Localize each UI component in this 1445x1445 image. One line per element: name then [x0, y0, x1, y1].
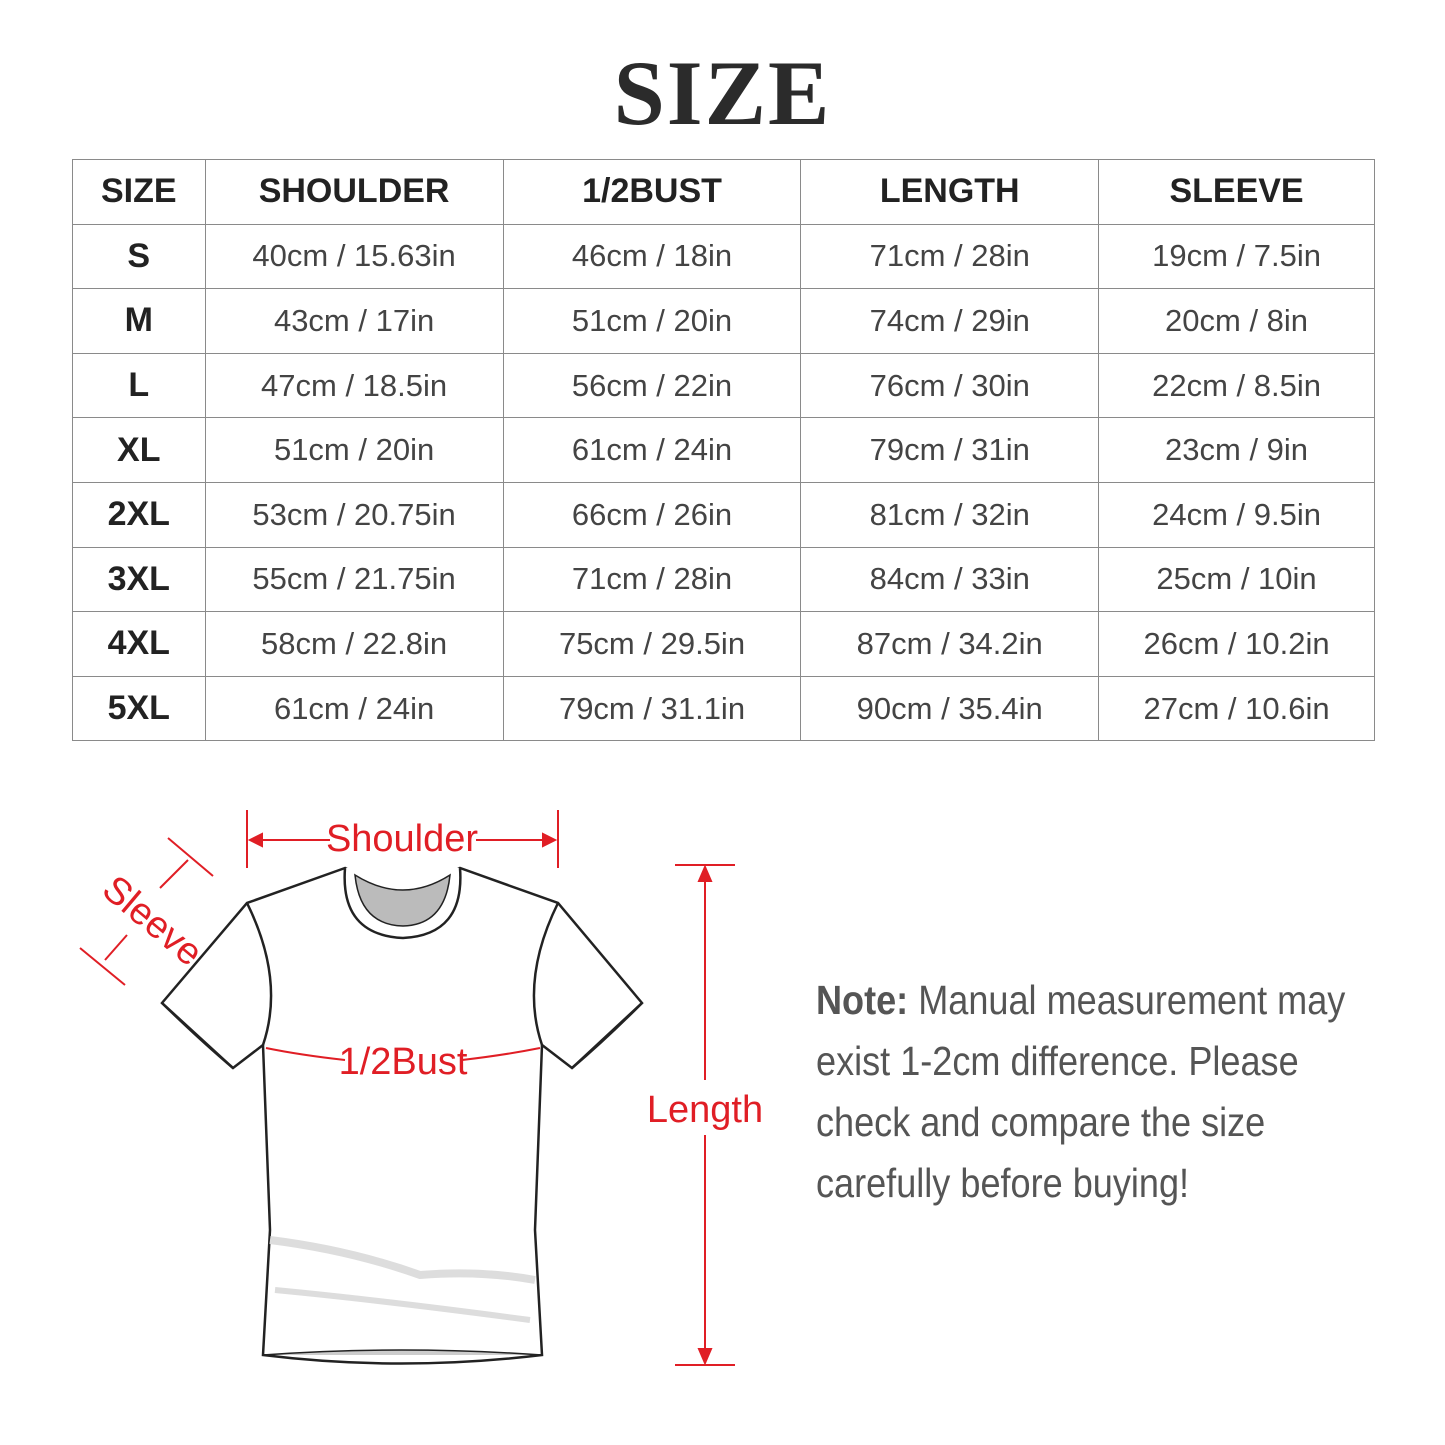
measurement-cell: 66cm / 26in	[502, 481, 802, 548]
size-cell: 3XL	[72, 546, 206, 613]
page-title: SIZE	[613, 42, 832, 144]
measurement-cell: 23cm / 9in	[1098, 417, 1375, 483]
measurement-cell: 79cm / 31in	[800, 417, 1100, 483]
bust-label: 1/2Bust	[339, 1041, 468, 1083]
measurement-cell: 26cm / 10.2in	[1098, 611, 1375, 677]
measurement-cell: 27cm / 10.6in	[1098, 675, 1375, 742]
column-header: SIZE	[72, 159, 206, 225]
measurement-cell: 71cm / 28in	[502, 546, 802, 613]
measurement-cell: 22cm / 8.5in	[1098, 352, 1375, 419]
size-table: SIZE SHOULDER 1/2BUST LENGTH SLEEVE S 40cm / …	[72, 159, 1375, 742]
measurement-cell: 81cm / 32in	[800, 481, 1100, 548]
measurement-cell: 40cm / 15.63in	[204, 223, 504, 290]
size-cell: 4XL	[72, 611, 206, 677]
measurement-cell: 47cm / 18.5in	[204, 352, 504, 419]
measurement-cell: 75cm / 29.5in	[502, 611, 802, 677]
measurement-cell: 53cm / 20.75in	[204, 481, 504, 548]
table-row: L 47cm / 18.5in 56cm / 22in 76cm / 30in 22cm…	[72, 352, 1375, 419]
table-row: 5XL 61cm / 24in 79cm / 31.1in 90cm / 35.4in…	[72, 675, 1375, 742]
measurement-cell: 79cm / 31.1in	[502, 675, 802, 742]
table-row: 3XL 55cm / 21.75in 71cm / 28in 84cm / 33in 2…	[72, 546, 1375, 613]
size-cell: 5XL	[72, 675, 206, 742]
measurement-cell: 61cm / 24in	[204, 675, 504, 742]
column-header: 1/2BUST	[502, 159, 802, 225]
measurement-cell: 58cm / 22.8in	[204, 611, 504, 677]
measurement-cell: 19cm / 7.5in	[1098, 223, 1375, 290]
table-row: 2XL 53cm / 20.75in 66cm / 26in 81cm / 32in 2…	[72, 481, 1375, 548]
measurement-cell: 90cm / 35.4in	[800, 675, 1100, 742]
measurement-cell: 74cm / 29in	[800, 288, 1100, 354]
measurement-cell: 55cm / 21.75in	[204, 546, 504, 613]
measurement-cell: 46cm / 18in	[502, 223, 802, 290]
measurement-cell: 76cm / 30in	[800, 352, 1100, 419]
measurement-cell: 61cm / 24in	[502, 417, 802, 483]
measurement-cell: 20cm / 8in	[1098, 288, 1375, 354]
column-header: LENGTH	[800, 159, 1100, 225]
table-row: M 43cm / 17in 51cm / 20in 74cm / 29in 20cm /…	[72, 288, 1375, 354]
size-cell: L	[72, 352, 206, 419]
measurement-cell: 84cm / 33in	[800, 546, 1100, 613]
measurement-lines	[79, 810, 735, 1366]
tshirt-icon	[160, 866, 644, 1365]
note-label: Note:	[816, 977, 909, 1023]
size-cell: S	[72, 223, 206, 290]
note-text: Note: Manual measurement may exist 1-2cm…	[816, 970, 1379, 1214]
sleeve-label: Sleeve	[94, 868, 210, 975]
table-row: XL 51cm / 20in 61cm / 24in 79cm / 31in 23cm …	[72, 417, 1375, 483]
size-cell: M	[72, 288, 206, 354]
column-header: SLEEVE	[1098, 159, 1375, 225]
measurement-cell: 43cm / 17in	[204, 288, 504, 354]
measurement-cell: 51cm / 20in	[204, 417, 504, 483]
size-cell: 2XL	[72, 481, 206, 548]
table-row: S 40cm / 15.63in 46cm / 18in 71cm / 28in 19c…	[72, 223, 1375, 290]
length-label: Length	[647, 1089, 763, 1131]
measurement-cell: 51cm / 20in	[502, 288, 802, 354]
measurement-cell: 24cm / 9.5in	[1098, 481, 1375, 548]
shoulder-label: Shoulder	[326, 818, 478, 860]
measurement-cell: 56cm / 22in	[502, 352, 802, 419]
table-header-row: SIZE SHOULDER 1/2BUST LENGTH SLEEVE	[72, 159, 1375, 225]
note-body: Manual measurement may exist 1-2cm diffe…	[816, 977, 1346, 1206]
measurement-cell: 25cm / 10in	[1098, 546, 1375, 613]
